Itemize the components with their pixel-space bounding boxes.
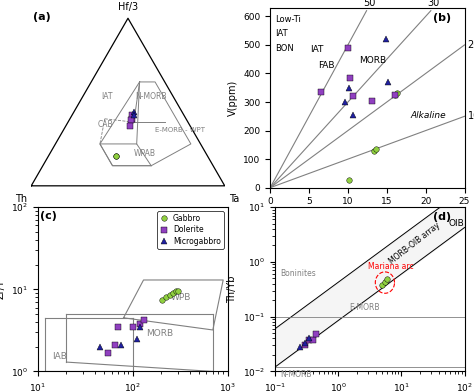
X-axis label: Ti/1000 (ppm): Ti/1000 (ppm) [333, 212, 402, 222]
Text: (b): (b) [433, 13, 451, 23]
Text: Alkaline: Alkaline [410, 111, 446, 120]
Text: Hf/3: Hf/3 [118, 2, 138, 13]
Text: E-MORB: E-MORB [349, 303, 380, 312]
Legend: Gabbro, Dolerite, Microgabbro: Gabbro, Dolerite, Microgabbro [157, 211, 224, 249]
Text: (c): (c) [40, 210, 57, 221]
Text: Mariana arc: Mariana arc [368, 262, 414, 271]
Y-axis label: V(ppm): V(ppm) [228, 80, 237, 116]
Text: Boninites: Boninites [280, 269, 316, 278]
Text: 20: 20 [468, 40, 474, 50]
Text: IAT: IAT [310, 45, 324, 54]
Text: MORB: MORB [360, 56, 387, 65]
Text: 50: 50 [363, 0, 375, 8]
Text: BON: BON [275, 44, 293, 53]
Text: 30: 30 [427, 0, 439, 8]
Text: N-MORB: N-MORB [280, 370, 311, 379]
Text: Low-Ti: Low-Ti [275, 15, 301, 24]
Text: MORB-OIB array: MORB-OIB array [387, 221, 442, 267]
Text: N-MORB: N-MORB [136, 92, 167, 101]
Text: IAT: IAT [101, 92, 112, 101]
Text: WPB: WPB [171, 292, 191, 301]
Text: Th: Th [15, 194, 27, 204]
Text: 10: 10 [468, 111, 474, 121]
Y-axis label: Th/Yb: Th/Yb [228, 276, 237, 303]
Text: (d): (d) [433, 212, 451, 222]
Text: IAT: IAT [275, 29, 287, 38]
Text: IAB: IAB [52, 352, 67, 361]
Text: CAB: CAB [98, 120, 114, 129]
Text: OIB: OIB [448, 219, 464, 228]
Text: FAB: FAB [319, 61, 335, 70]
Text: MORB: MORB [146, 329, 173, 338]
Y-axis label: Zr/Y: Zr/Y [0, 280, 6, 299]
Text: WPAB: WPAB [134, 149, 156, 158]
Text: E-MORB - WPT: E-MORB - WPT [155, 127, 205, 133]
Text: Ta: Ta [228, 194, 239, 204]
Text: (a): (a) [33, 12, 51, 22]
